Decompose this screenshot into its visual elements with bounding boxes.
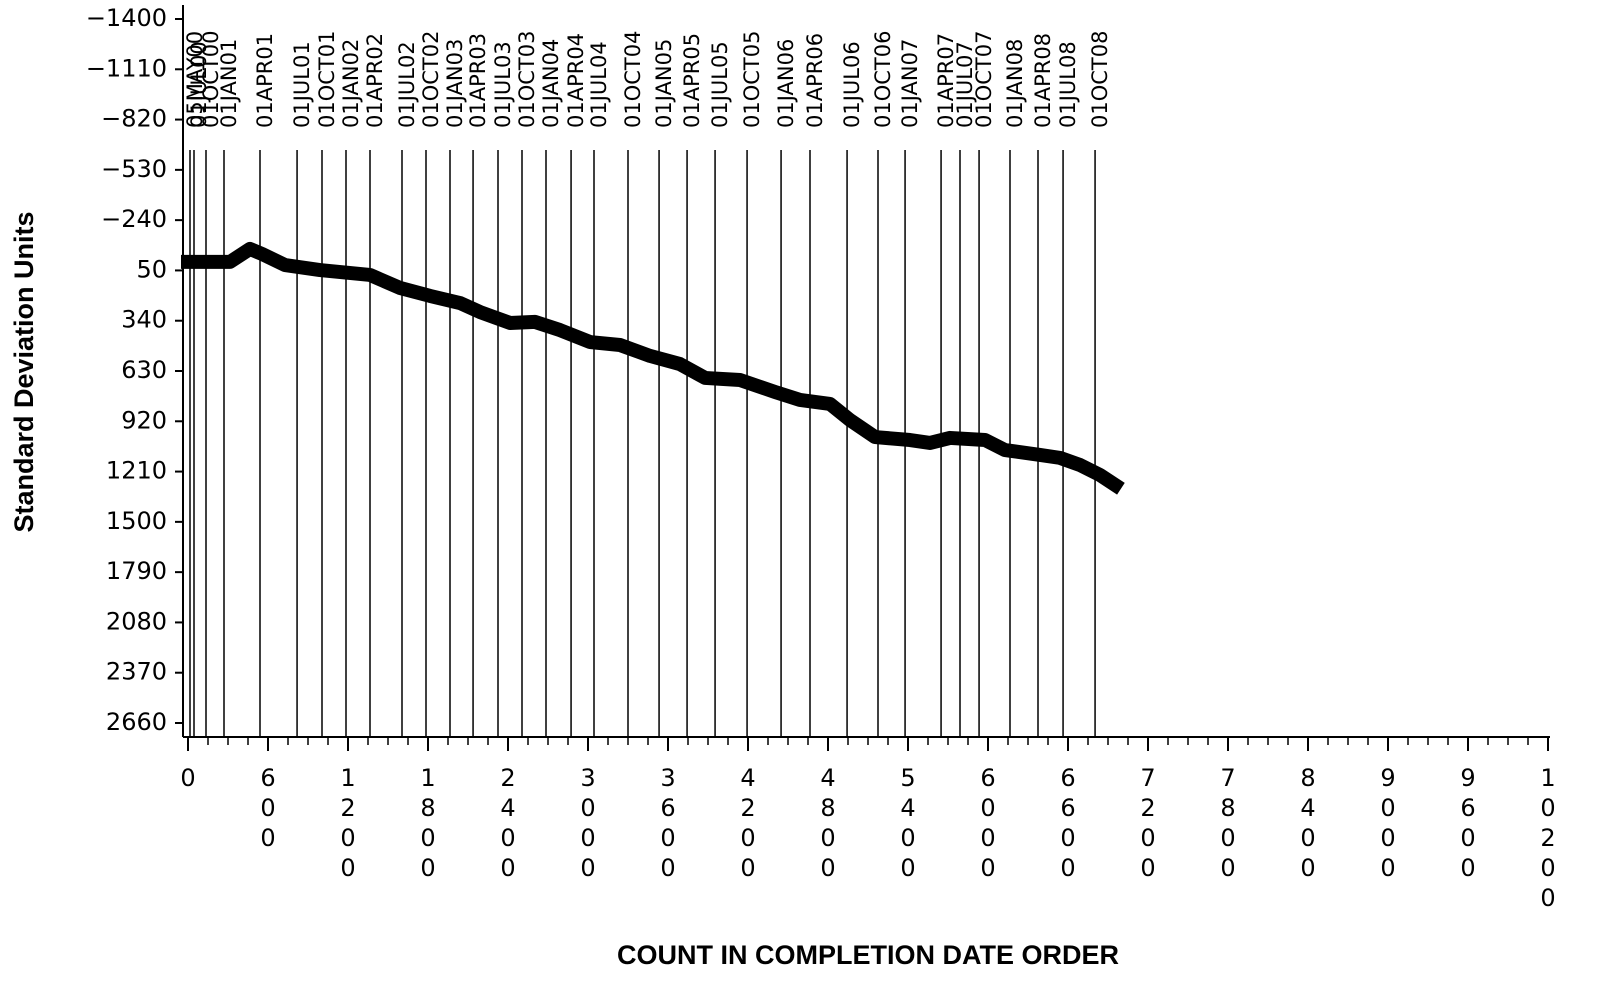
y-axis-title: Standard Deviation Units [9, 211, 39, 532]
y-tick-label: 630 [121, 356, 167, 384]
reference-label: 05MAY00 [183, 31, 207, 128]
reference-label: 01JAN05 [652, 39, 676, 128]
reference-label: 01JAN07 [898, 39, 922, 128]
reference-label: 01APR05 [680, 33, 704, 128]
reference-label: 01JAN04 [539, 39, 563, 128]
y-tick-label: 2370 [106, 658, 167, 686]
reference-label: 01APR07 [934, 33, 958, 128]
reference-label: 01JAN08 [1003, 39, 1027, 128]
reference-label: 01JAN02 [339, 39, 363, 128]
x-axis-title: COUNT IN COMPLETION DATE ORDER [617, 940, 1119, 970]
y-tick-label: 1210 [106, 457, 167, 485]
reference-label: 01JUL00 [187, 41, 211, 128]
data-line [181, 241, 1125, 495]
reference-label: 01APR01 [253, 33, 277, 128]
y-tick-label: 340 [121, 306, 167, 334]
reference-label: 01OCT05 [740, 31, 764, 128]
reference-label: 01OCT07 [972, 31, 996, 128]
reference-label: 01JUL06 [840, 41, 864, 128]
y-tick-label: 1500 [106, 507, 167, 535]
y-tick-label: −240 [101, 205, 167, 233]
reference-label: 01JUL05 [708, 41, 732, 128]
reference-label: 01JUL03 [491, 41, 515, 128]
reference-label: 01JUL01 [290, 41, 314, 128]
y-tick-label: 1790 [106, 557, 167, 585]
y-tick-label: −1110 [86, 54, 167, 82]
reference-label: 01JAN03 [443, 39, 467, 128]
reference-label: 01OCT01 [315, 31, 339, 128]
y-tick-label: −530 [101, 155, 167, 183]
reference-label: 01OCT04 [621, 31, 645, 128]
reference-label: 01OCT03 [515, 31, 539, 128]
reference-label: 01OCT02 [419, 31, 443, 128]
reference-label: 01APR06 [803, 33, 827, 128]
reference-label: 01JUL07 [953, 41, 977, 128]
y-tick-label: 2660 [106, 708, 167, 736]
reference-label: 01APR04 [564, 33, 588, 128]
x-tick-label: 0 [180, 764, 195, 792]
y-tick-label: 50 [136, 255, 167, 283]
reference-label: 01JUL04 [587, 41, 611, 128]
reference-label: 01JUL08 [1056, 41, 1080, 128]
y-tick-label: 920 [121, 406, 167, 434]
reference-label: 01OCT00 [199, 31, 223, 128]
y-tick-label: −1400 [86, 4, 167, 32]
reference-label: 01APR02 [363, 33, 387, 128]
reference-label: 01JAN06 [774, 39, 798, 128]
reference-label: 01APR08 [1031, 33, 1055, 128]
y-tick-label: 2080 [106, 607, 167, 635]
reference-label: 01JUL02 [395, 41, 419, 128]
reference-label: 01OCT08 [1088, 31, 1112, 128]
reference-label: 01JAN01 [217, 39, 241, 128]
reference-label: 01OCT06 [871, 31, 895, 128]
reference-label: 01APR03 [466, 33, 490, 128]
y-tick-label: −820 [101, 105, 167, 133]
